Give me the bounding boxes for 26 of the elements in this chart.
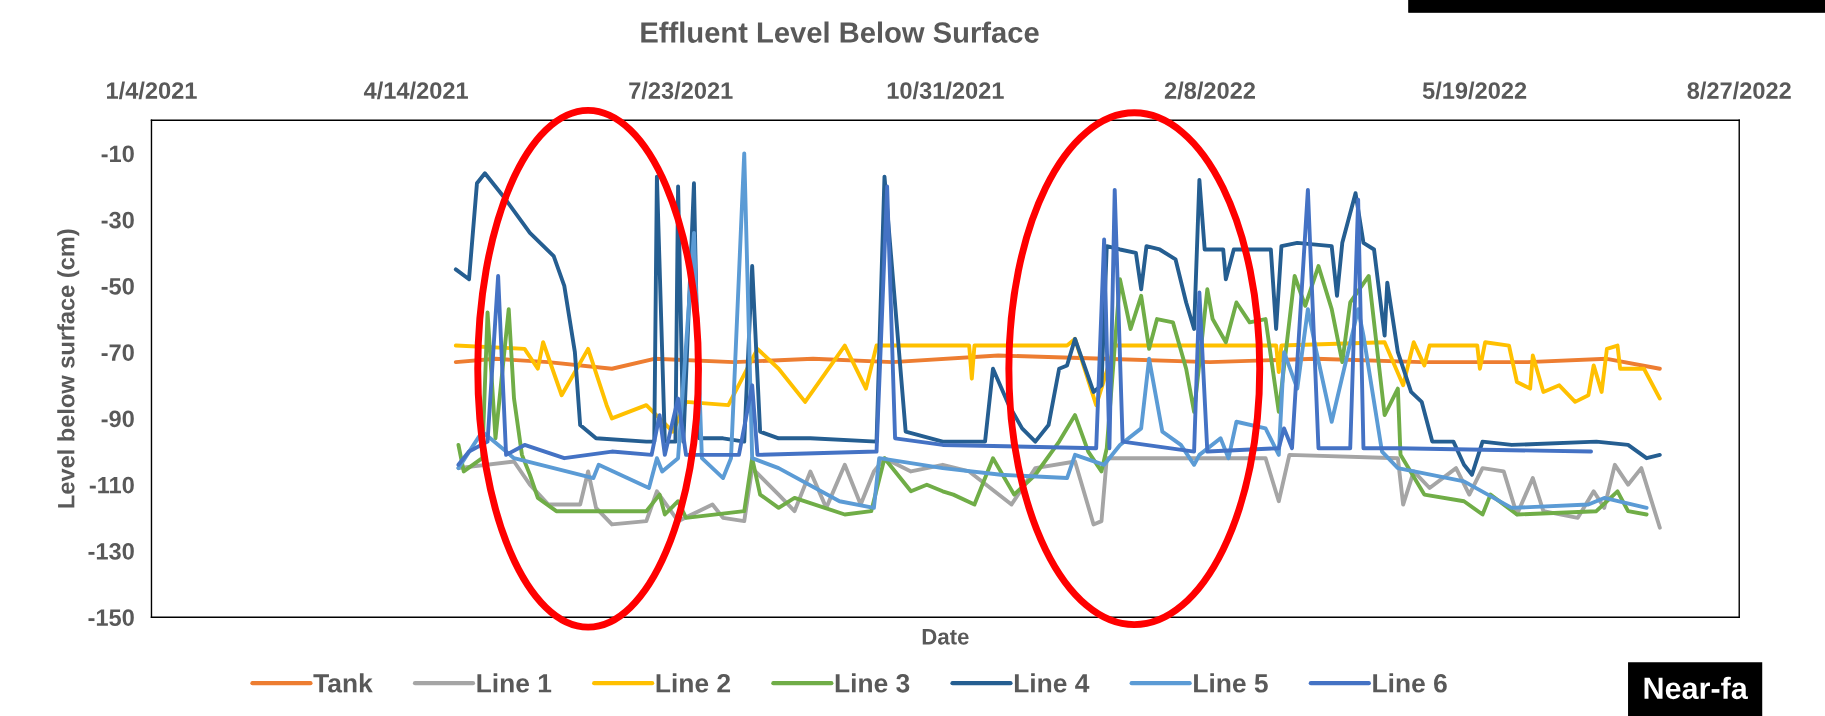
legend-label: Tank — [313, 673, 373, 693]
legend-label: Line 6 — [1373, 673, 1447, 693]
y-tick-label: -70 — [101, 344, 134, 361]
legend-label: Line 2 — [656, 673, 731, 693]
legend-label: Line 4 — [1014, 673, 1090, 693]
text: Near-fa — [1644, 676, 1748, 700]
x-tick-label: 5/19/2022 — [1422, 81, 1527, 100]
x-tick-label: 8/27/2022 — [1687, 81, 1791, 100]
x-axis-title: Date — [922, 629, 969, 645]
chart-title: Effluent Level Below Surface — [641, 21, 1039, 43]
legend-label: Line 5 — [1194, 673, 1268, 693]
y-tick-label: -30 — [101, 211, 134, 229]
y-tick-label: -150 — [88, 609, 134, 626]
x-tick-label: 7/23/2021 — [629, 81, 733, 100]
x-tick-label: 1/4/2021 — [107, 81, 197, 100]
y-tick-label: -90 — [101, 410, 134, 428]
legend-label: Line 3 — [835, 673, 910, 693]
y-tick-label: -50 — [101, 277, 134, 295]
y-axis-title: Level below surface (cm) — [57, 229, 80, 508]
y-tick-label: -130 — [88, 543, 134, 560]
x-tick-label: 4/14/2021 — [363, 81, 468, 100]
x-tick-label: 10/31/2021 — [887, 81, 1004, 100]
legend-label: Line 1 — [477, 673, 552, 693]
y-tick-label: -110 — [89, 476, 134, 494]
x-tick-label: 2/8/2022 — [1164, 81, 1255, 100]
y-tick-label: -10 — [101, 145, 134, 163]
